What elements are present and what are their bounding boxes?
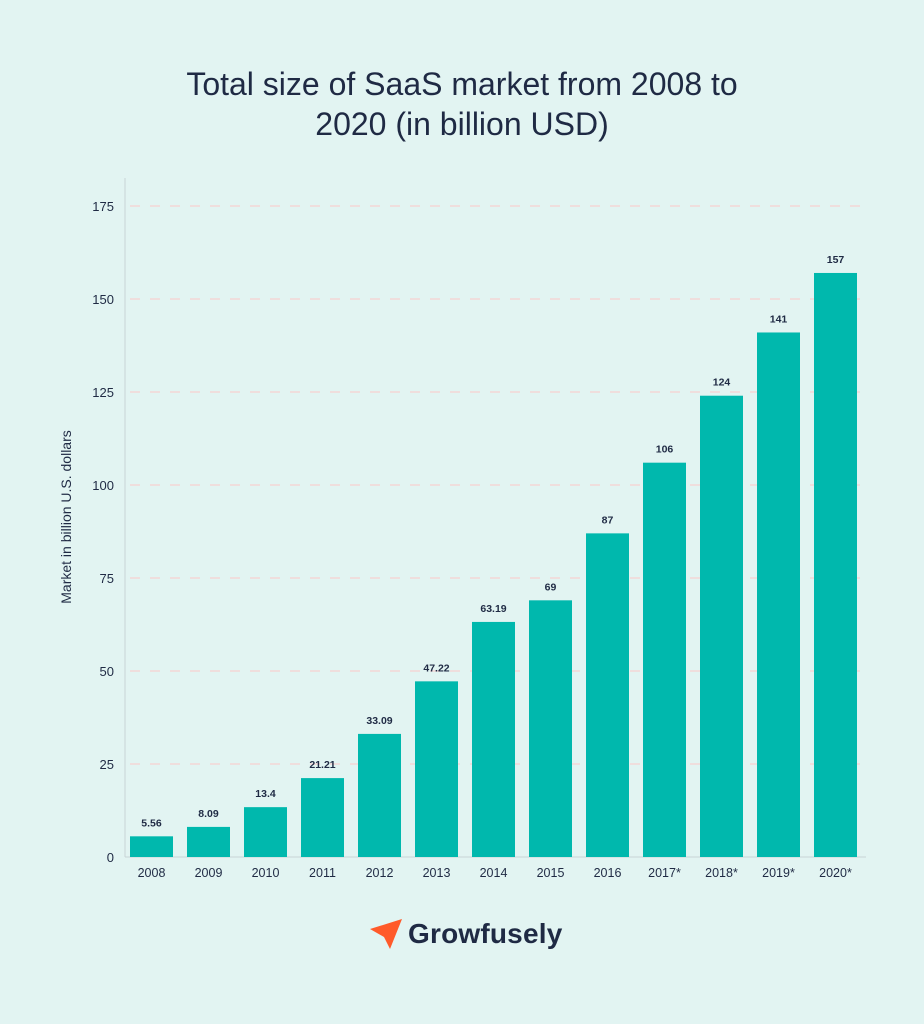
- bar: [643, 462, 686, 857]
- data-label: 106: [656, 444, 674, 456]
- y-axis-label: Market in billion U.S. dollars: [58, 430, 74, 604]
- data-label: 141: [770, 313, 788, 325]
- y-tick-label: 25: [100, 757, 114, 772]
- data-label: 8.09: [198, 808, 219, 820]
- chart-title-line-1: Total size of SaaS market from 2008 to: [186, 66, 738, 102]
- bar: [529, 600, 572, 857]
- data-label: 21.21: [309, 759, 335, 771]
- y-tick-label: 0: [107, 850, 114, 865]
- data-label: 47.22: [423, 662, 449, 674]
- y-tick-label: 100: [92, 478, 114, 493]
- bars: [130, 272, 857, 858]
- data-label: 124: [713, 377, 731, 389]
- value-labels: 5.56 8.09 13.4 21.21 33.09 47.22 63.19 69 87 106 1…: [141, 254, 844, 829]
- data-label: 87: [602, 514, 614, 526]
- data-label: 13.4: [255, 788, 276, 800]
- bar: [814, 272, 857, 858]
- x-tick-label: 2015: [537, 866, 565, 880]
- bar: [358, 733, 401, 857]
- x-tick-label: 2011: [309, 866, 336, 880]
- y-tick-label: 150: [92, 292, 114, 307]
- bar: [757, 332, 800, 858]
- x-tick-label: 2009: [195, 866, 223, 880]
- x-tick-label: 2012: [366, 866, 394, 880]
- x-tick-label: 2016: [594, 866, 622, 880]
- x-tick-label: 2008: [138, 866, 166, 880]
- x-tick-label: 2017*: [648, 866, 681, 880]
- x-tick-label: 2019*: [762, 866, 795, 880]
- x-tick-label: 2010: [252, 866, 280, 880]
- brand-logo: Growfusely: [370, 918, 562, 950]
- bar: [700, 395, 743, 857]
- bar: [187, 826, 230, 857]
- bar: [415, 681, 458, 857]
- x-tick-label: 2018*: [705, 866, 738, 880]
- bar: [586, 533, 629, 857]
- y-tick-labels: 0 25 50 75 100 125 150 175: [92, 199, 114, 865]
- chart-title: Total size of SaaS market from 2008 to 2…: [0, 64, 924, 144]
- bar: [301, 778, 344, 857]
- paper-plane-icon: [370, 919, 402, 949]
- x-tick-label: 2013: [423, 866, 451, 880]
- chart-title-line-2: 2020 (in billion USD): [315, 106, 609, 142]
- brand-name: Growfusely: [408, 918, 563, 949]
- y-tick-label: 50: [100, 664, 114, 679]
- data-label: 5.56: [141, 817, 162, 829]
- x-tick-labels: 2008 2009 2010 2011 2012 2013 2014 2015 2016 2017…: [138, 866, 852, 880]
- data-label: 157: [827, 254, 845, 266]
- x-tick-label: 2014: [480, 866, 508, 880]
- bar: [472, 621, 515, 857]
- bar: [130, 836, 173, 857]
- y-tick-label: 125: [92, 385, 114, 400]
- x-tick-label: 2020*: [819, 866, 852, 880]
- bar: [244, 807, 287, 857]
- data-label: 63.19: [480, 603, 506, 615]
- data-label: 33.09: [366, 715, 392, 727]
- y-tick-label: 175: [92, 199, 114, 214]
- y-tick-label: 75: [100, 571, 114, 586]
- data-label: 69: [545, 581, 557, 593]
